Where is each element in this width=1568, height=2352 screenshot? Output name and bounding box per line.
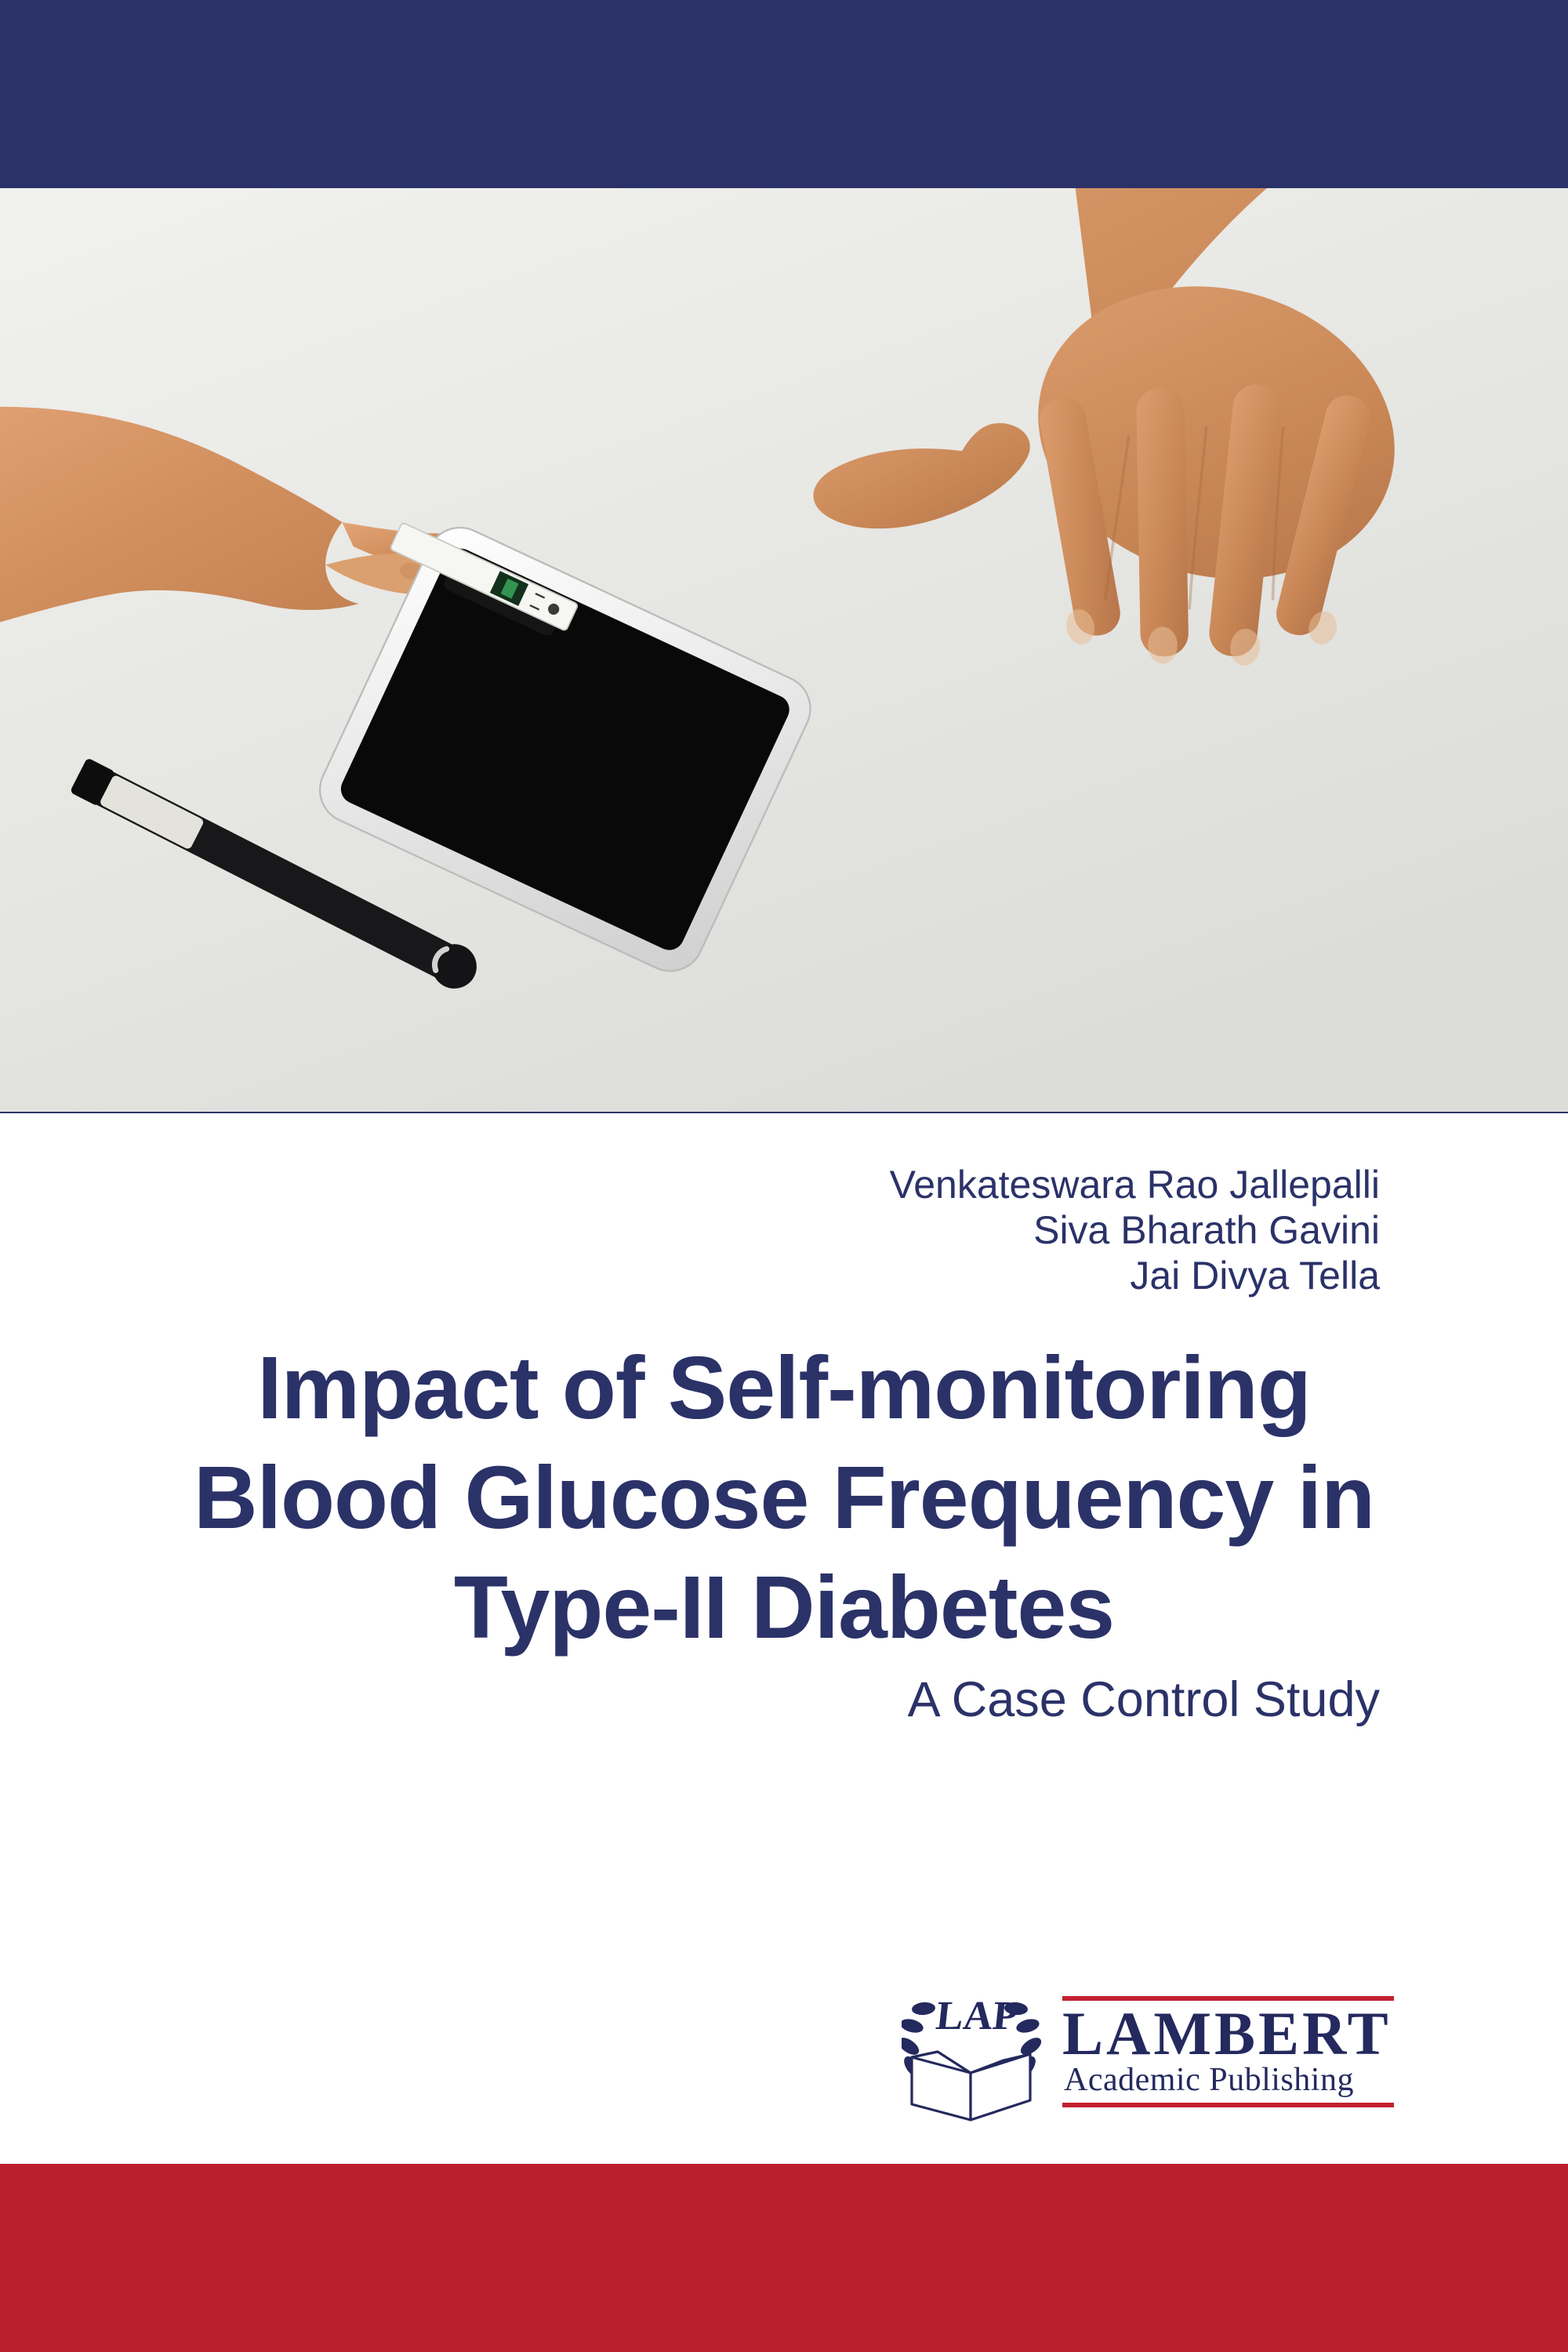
- svg-text:LAP: LAP: [934, 1994, 1020, 2038]
- svg-text:Academic Publishing: Academic Publishing: [1064, 2062, 1354, 2098]
- svg-text:LAMBERT: LAMBERT: [1062, 1999, 1392, 2067]
